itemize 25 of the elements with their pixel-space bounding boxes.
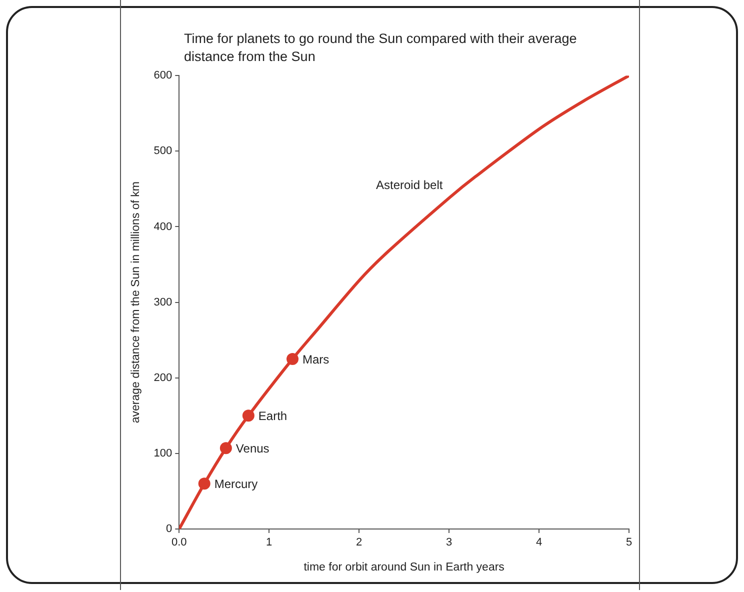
point <box>220 442 232 454</box>
y-tick-label: 500 <box>154 145 172 158</box>
point <box>286 352 299 365</box>
x-tick-label: 4 <box>536 536 542 549</box>
x-tick-label: 5 <box>626 536 632 549</box>
annotation: Earth <box>258 408 288 423</box>
y-tick-label: 0 <box>166 523 172 536</box>
point <box>242 410 254 422</box>
y-axis-title: average distance from the Sun in millions of km <box>130 181 142 424</box>
y-tick-label: 300 <box>154 296 172 308</box>
x-tick-label: 2 <box>356 536 362 549</box>
y-tick-label: 200 <box>154 372 172 384</box>
annotation: Mercury <box>214 476 258 491</box>
chart-title: Time for planets to go round the Sun compared with their average distance from the Sun <box>184 30 578 66</box>
annotation: Mars <box>302 352 330 366</box>
x-tick-label: 1 <box>266 536 272 549</box>
annotation: Venus <box>236 441 270 456</box>
annotation: Asteroid belt <box>376 178 443 192</box>
y-tick-label: 600 <box>154 70 172 82</box>
x-axis-title: time for orbit around Sun in Earth years <box>304 561 505 574</box>
point <box>198 478 210 490</box>
x-tick-label: 0.0 <box>172 536 187 549</box>
y-tick-label: 400 <box>154 220 172 233</box>
x-tick-label: 3 <box>446 536 452 549</box>
y-tick-label: 100 <box>154 447 172 460</box>
